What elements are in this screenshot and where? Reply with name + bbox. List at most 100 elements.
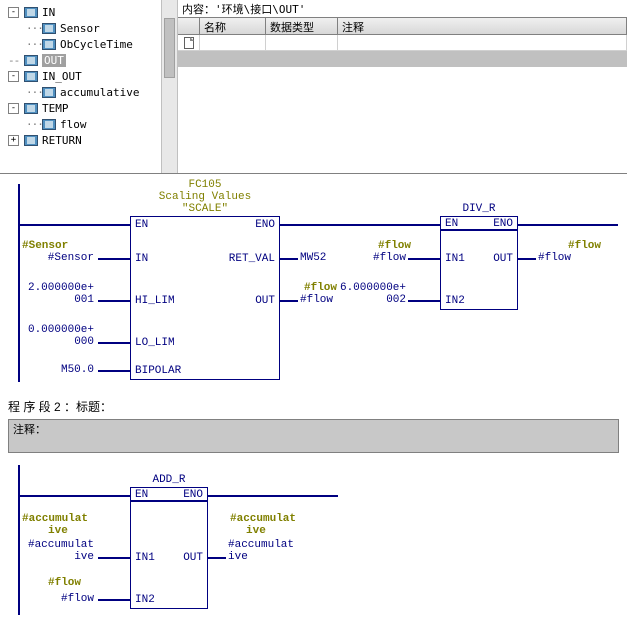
variable-icon: [24, 7, 38, 18]
tree-label: IN: [42, 6, 55, 19]
divr-in2-2[interactable]: 002: [330, 294, 406, 306]
pin-in: IN: [135, 253, 148, 265]
tree-scrollbar[interactable]: [161, 0, 177, 173]
comment-label: 注释：: [13, 424, 46, 436]
tree-panel: - IN····Sensor ···· ObCycleTime -- OUT - IN_OUT…: [0, 0, 178, 173]
addr-in1-sym1: #accumulat: [22, 513, 88, 525]
addr-in2-sym: #flow: [48, 577, 81, 589]
pin-en: EN: [135, 489, 148, 501]
network-1: FC105 Scaling Values "SCALE" EN ENO IN R…: [0, 174, 627, 392]
tree-label: flow: [60, 118, 87, 131]
tree-connector: --: [8, 54, 22, 67]
fc105-title-1: FC105: [131, 179, 279, 191]
sensor-val[interactable]: #Sensor: [32, 252, 94, 264]
variable-icon: [24, 103, 38, 114]
wire: [208, 557, 226, 559]
retval-val[interactable]: MW52: [300, 252, 326, 264]
divr-out-val[interactable]: #flow: [538, 252, 571, 264]
addr-out-val1[interactable]: #accumulat: [228, 539, 294, 551]
col-name[interactable]: 名称: [200, 18, 266, 34]
path-bar: 内容： '环境\接口\OUT': [178, 0, 627, 18]
path-label: 内容：: [182, 1, 215, 16]
tree-item[interactable]: + RETURN: [2, 132, 175, 148]
collapse-icon[interactable]: -: [8, 71, 19, 82]
col-type[interactable]: 数据类型: [266, 18, 338, 34]
wire: [518, 224, 618, 226]
variable-icon: [42, 87, 56, 98]
pin-retval: RET_VAL: [229, 253, 275, 265]
addr-out-val2[interactable]: ive: [228, 551, 248, 563]
addr-title: ADD_R: [131, 474, 207, 486]
tree-label: accumulative: [60, 86, 139, 99]
tree-item[interactable]: - IN: [2, 4, 175, 20]
pin-out: OUT: [183, 552, 203, 564]
out-val[interactable]: #flow: [300, 294, 333, 306]
wire: [98, 342, 130, 344]
pin-en: EN: [135, 219, 148, 231]
divr-in1-val[interactable]: #flow: [356, 252, 406, 264]
collapse-icon[interactable]: -: [8, 103, 19, 114]
tree-label: ObCycleTime: [60, 38, 133, 51]
addr-in1-val2[interactable]: ive: [12, 551, 94, 563]
pin-in1: IN1: [445, 253, 465, 265]
pin-eno: ENO: [493, 218, 513, 230]
tree-label: OUT: [42, 54, 66, 67]
pin-out: OUT: [493, 253, 513, 265]
variable-icon: [24, 55, 38, 66]
tree-item[interactable]: ····accumulative: [2, 84, 175, 100]
divr-out-sym: #flow: [568, 240, 601, 252]
block-divr[interactable]: DIV_R EN ENO IN1 OUT IN2: [440, 216, 518, 310]
tree-item[interactable]: ···· ObCycleTime: [2, 36, 175, 52]
collapse-icon[interactable]: -: [8, 7, 19, 18]
tree-connector: ····: [26, 38, 40, 51]
table-header: 名称 数据类型 注释: [178, 18, 627, 35]
fc105-title-2: Scaling Values: [131, 191, 279, 203]
tree-label: IN_OUT: [42, 70, 82, 83]
network-2-title: 程 序 段 2 ：标题：: [0, 392, 627, 417]
wire: [20, 495, 130, 497]
network-2: ADD_R EN ENO IN1 OUT IN2 #accumulat ive …: [0, 461, 627, 633]
wire: [98, 370, 130, 372]
divr-in2-1[interactable]: 6.000000e+: [330, 282, 406, 294]
pin-out: OUT: [255, 295, 275, 307]
tree-item[interactable]: - IN_OUT: [2, 68, 175, 84]
lolim-2[interactable]: 000: [14, 336, 94, 348]
bipolar-val[interactable]: M50.0: [14, 364, 94, 376]
hilim-2[interactable]: 001: [14, 294, 94, 306]
network-2-comment[interactable]: 注释：: [8, 419, 619, 453]
variable-icon: [42, 39, 56, 50]
pin-bipolar: BIPOLAR: [135, 365, 181, 377]
interface-panel: - IN····Sensor ···· ObCycleTime -- OUT - IN_OUT…: [0, 0, 627, 174]
sensor-sym: #Sensor: [22, 240, 68, 252]
pin-in2: IN2: [135, 594, 155, 606]
col-comment[interactable]: 注释: [338, 18, 627, 34]
tree-item[interactable]: - TEMP: [2, 100, 175, 116]
pin-lolim: LO_LIM: [135, 337, 175, 349]
col-icon[interactable]: [178, 18, 200, 34]
pin-en: EN: [445, 218, 458, 230]
wire: [280, 224, 440, 226]
divr-in1-sym: #flow: [378, 240, 411, 252]
tree-label: RETURN: [42, 134, 82, 147]
table-row[interactable]: [178, 35, 627, 51]
block-fc105[interactable]: FC105 Scaling Values "SCALE" EN ENO IN R…: [130, 216, 280, 380]
variable-icon: [42, 23, 56, 34]
expand-icon[interactable]: +: [8, 135, 19, 146]
addr-out-sym1: #accumulat: [230, 513, 296, 525]
addr-in1-val1[interactable]: #accumulat: [12, 539, 94, 551]
tree-item[interactable]: ····Sensor: [2, 20, 175, 36]
lolim-1[interactable]: 0.000000e+: [14, 324, 94, 336]
wire: [518, 258, 536, 260]
tree-item[interactable]: ····flow: [2, 116, 175, 132]
addr-in2-val[interactable]: #flow: [12, 593, 94, 605]
pin-eno: ENO: [255, 219, 275, 231]
hilim-1[interactable]: 2.000000e+: [14, 282, 94, 294]
wire: [98, 258, 130, 260]
block-addr[interactable]: ADD_R EN ENO IN1 OUT IN2: [130, 487, 208, 609]
tree-item[interactable]: -- OUT: [2, 52, 175, 68]
wire: [98, 300, 130, 302]
wire: [98, 557, 130, 559]
wire: [280, 300, 298, 302]
divr-title: DIV_R: [441, 203, 517, 215]
tree-label: TEMP: [42, 102, 69, 115]
